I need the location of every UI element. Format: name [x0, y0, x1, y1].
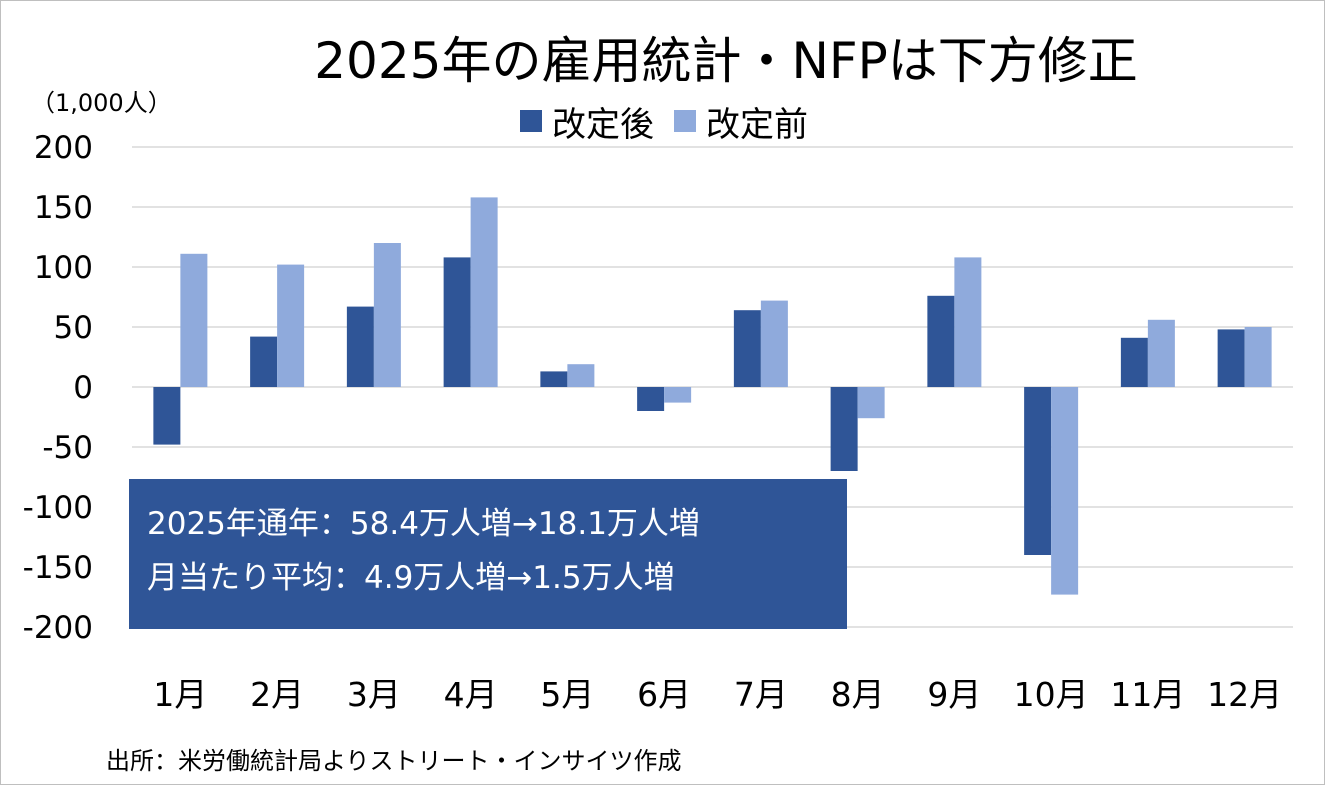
- x-tick-label: 9月: [927, 675, 981, 714]
- legend-swatch-revised: [520, 110, 542, 132]
- y-tick-label: 50: [54, 310, 93, 346]
- y-tick-label: -50: [42, 430, 93, 466]
- bar-revised: [637, 387, 665, 411]
- bar-original: [1051, 387, 1079, 595]
- x-tick-label: 12月: [1207, 675, 1282, 714]
- bar-original: [470, 197, 498, 387]
- bar-original: [857, 387, 885, 419]
- y-tick-label: 200: [34, 130, 93, 166]
- legend: 改定後 改定前: [520, 97, 828, 146]
- x-tick-label: 4月: [444, 675, 498, 714]
- bar-revised: [1217, 329, 1245, 387]
- legend-item-original: 改定前: [674, 97, 808, 146]
- bar-revised: [927, 295, 955, 387]
- legend-swatch-original: [674, 110, 696, 132]
- bar-original: [1244, 327, 1272, 387]
- bar-original: [664, 387, 692, 403]
- bar-revised: [830, 387, 858, 471]
- bar-revised: [443, 257, 471, 387]
- y-tick-label: 0: [73, 370, 93, 406]
- x-tick-label: 1月: [153, 675, 207, 714]
- summary-box: 2025年通年：58.4万人増→18.1万人増 月当たり平均：4.9万人増→1.…: [129, 479, 847, 629]
- legend-label-revised: 改定後: [552, 104, 654, 145]
- x-tick-label: 10月: [1014, 675, 1089, 714]
- bar-original: [373, 243, 401, 387]
- y-tick-label: -200: [23, 610, 93, 646]
- x-tick-label: 3月: [347, 675, 401, 714]
- y-tick-label: 150: [34, 190, 93, 226]
- x-tick-label: 8月: [831, 675, 885, 714]
- bar-revised: [1120, 337, 1148, 387]
- legend-item-revised: 改定後: [520, 97, 654, 146]
- x-tick-label: 5月: [540, 675, 594, 714]
- bar-revised: [250, 336, 278, 387]
- bar-revised: [540, 371, 568, 387]
- source-note: 出所：米労働統計局よりストリート・インサイツ作成: [106, 747, 682, 775]
- bar-original: [954, 257, 982, 387]
- x-tick-label: 2月: [250, 675, 304, 714]
- bar-original: [277, 264, 305, 387]
- y-tick-label: 100: [34, 250, 93, 286]
- bar-original: [760, 300, 788, 387]
- legend-label-original: 改定前: [706, 104, 808, 145]
- bar-original: [180, 253, 208, 387]
- bar-original: [1147, 319, 1175, 387]
- bar-revised: [1024, 387, 1052, 555]
- summary-annual: 2025年通年：58.4万人増→18.1万人増: [147, 506, 700, 542]
- y-tick-label: -150: [23, 550, 93, 586]
- bar-revised: [733, 310, 761, 387]
- y-axis-unit-label: （1,000人）: [31, 89, 172, 117]
- chart-title: 2025年の雇用統計・NFPは下方修正: [314, 32, 1138, 90]
- y-tick-label: -100: [23, 490, 93, 526]
- bar-revised: [346, 306, 374, 387]
- x-tick-label: 7月: [734, 675, 788, 714]
- summary-monthly-average: 月当たり平均：4.9万人増→1.5万人増: [147, 560, 675, 596]
- bar-original: [567, 364, 595, 387]
- bar-revised: [153, 387, 181, 445]
- x-tick-label: 6月: [637, 675, 691, 714]
- x-tick-label: 11月: [1110, 675, 1185, 714]
